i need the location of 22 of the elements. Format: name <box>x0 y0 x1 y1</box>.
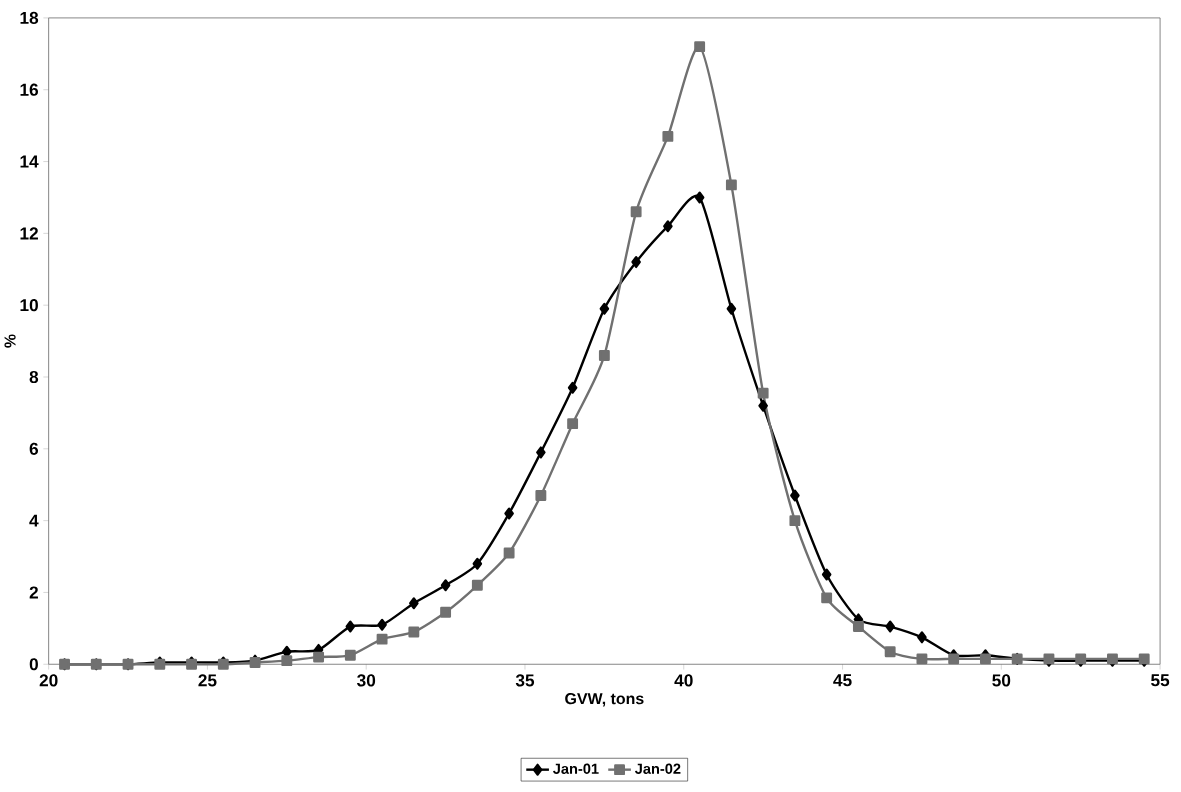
y-tick-label: 10 <box>20 299 38 312</box>
x-tick-label: 30 <box>357 674 376 687</box>
y-tick-label: 2 <box>29 586 38 599</box>
y-tick-label: 6 <box>29 442 39 456</box>
y-tick-label: 0 <box>29 658 38 671</box>
x-tick-label: 40 <box>674 674 693 687</box>
legend-label: Jan-01 <box>553 763 599 775</box>
y-tick-label: 12 <box>20 227 38 240</box>
y-tick-label: 8 <box>29 371 39 384</box>
x-tick-label: 25 <box>198 674 217 687</box>
x-tick-label: 50 <box>992 674 1011 687</box>
y-tick-label: 18 <box>20 11 39 25</box>
x-axis-title: GVW, tons <box>565 693 644 707</box>
y-axis-title: % <box>4 334 16 348</box>
x-tick-label: 55 <box>1151 674 1170 687</box>
legend-label: Jan-02 <box>634 763 681 775</box>
y-tick-label: 14 <box>20 155 39 168</box>
x-tick-label: 45 <box>833 674 852 687</box>
x-tick-label: 20 <box>39 674 58 687</box>
x-tick-label: 35 <box>515 674 535 687</box>
y-tick-label: 4 <box>29 514 39 527</box>
y-tick-label: 16 <box>20 83 39 96</box>
